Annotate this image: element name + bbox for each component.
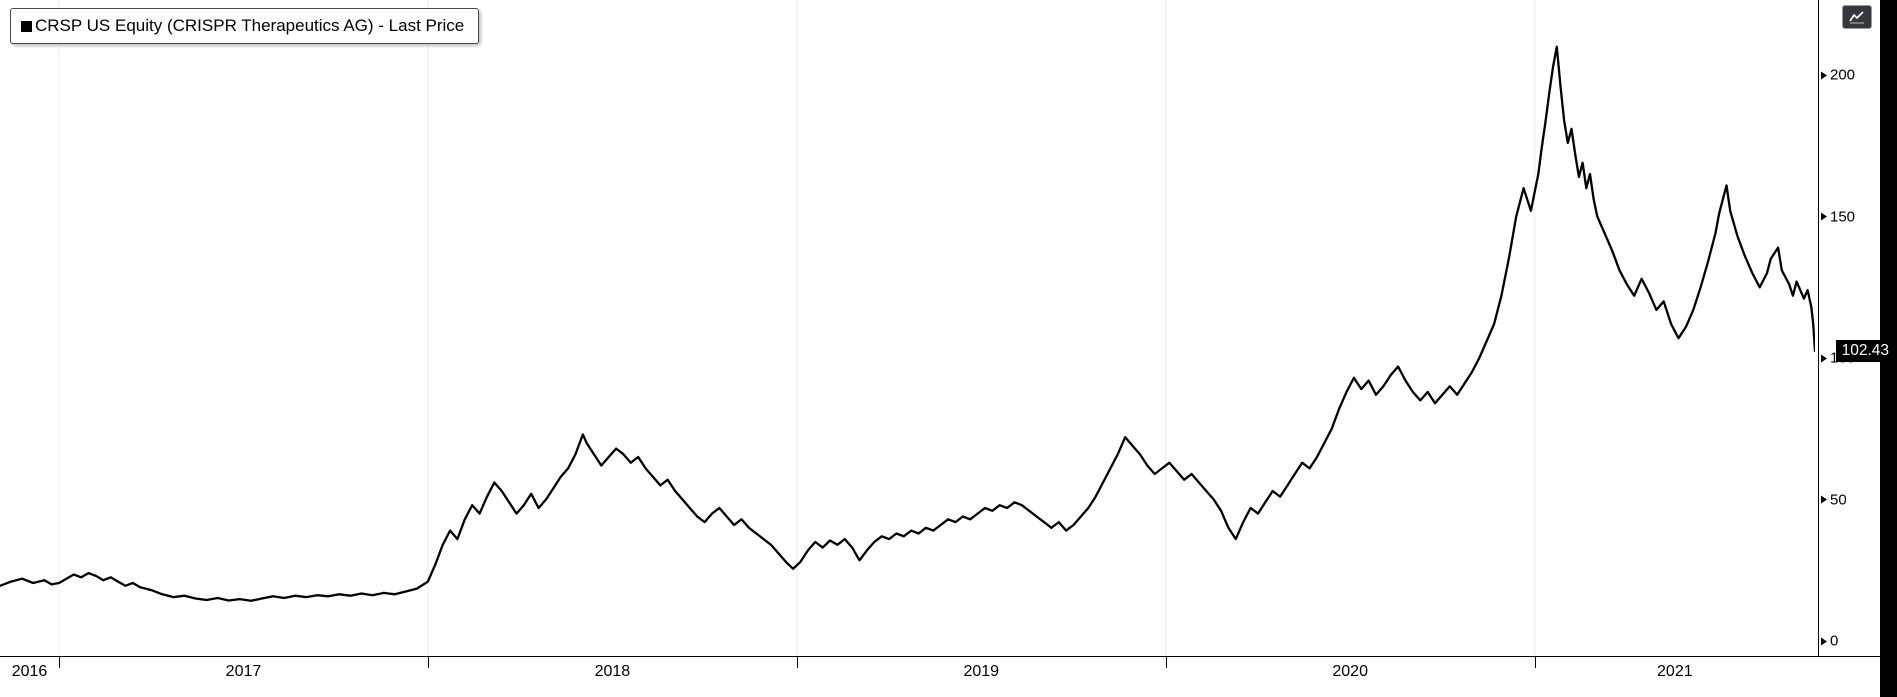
x-axis-label: 2016 bbox=[11, 663, 48, 680]
tick-arrow-icon bbox=[1821, 212, 1827, 221]
x-axis-tick bbox=[1165, 657, 1167, 668]
y-axis-label: 150 bbox=[1821, 208, 1855, 225]
x-axis-tick bbox=[59, 657, 61, 668]
x-axis-tick bbox=[427, 657, 429, 668]
y-axis-label-text: 150 bbox=[1830, 208, 1856, 225]
y-axis-label: 200 bbox=[1821, 67, 1855, 84]
price-line bbox=[0, 45, 1815, 602]
legend-swatch-icon bbox=[21, 20, 32, 32]
y-axis-label-text: 200 bbox=[1830, 66, 1856, 84]
x-axis-label: 2019 bbox=[963, 663, 1000, 680]
x-axis-label: 2020 bbox=[1332, 663, 1368, 680]
line-chart-icon bbox=[1849, 11, 1864, 24]
y-axis-label: 50 bbox=[1821, 491, 1847, 508]
x-axis-tick bbox=[796, 657, 798, 668]
last-price-label: 102.43 bbox=[1835, 340, 1897, 363]
legend[interactable]: CRSP US Equity (CRISPR Therapeutics AG) … bbox=[10, 8, 480, 44]
chart-settings-button[interactable] bbox=[1842, 5, 1872, 29]
y-axis-line bbox=[1818, 0, 1819, 657]
tick-arrow-icon bbox=[1821, 71, 1827, 79]
y-axis-label-text: 0 bbox=[1830, 632, 1839, 650]
legend-label: CRSP US Equity (CRISPR Therapeutics AG) … bbox=[35, 16, 465, 35]
y-axis-label: 0 bbox=[1821, 633, 1838, 650]
price-line-chart[interactable] bbox=[0, 0, 1815, 656]
x-axis-label: 2017 bbox=[225, 663, 262, 680]
x-axis-label: 2018 bbox=[594, 663, 631, 680]
tick-arrow-icon bbox=[1821, 637, 1827, 645]
y-axis-label-text: 50 bbox=[1830, 491, 1847, 508]
tick-arrow-icon bbox=[1821, 495, 1827, 504]
x-axis-label: 2021 bbox=[1657, 663, 1693, 680]
x-axis-tick bbox=[1534, 657, 1536, 668]
tick-arrow-icon bbox=[1821, 354, 1827, 362]
x-axis-line bbox=[0, 656, 1897, 657]
